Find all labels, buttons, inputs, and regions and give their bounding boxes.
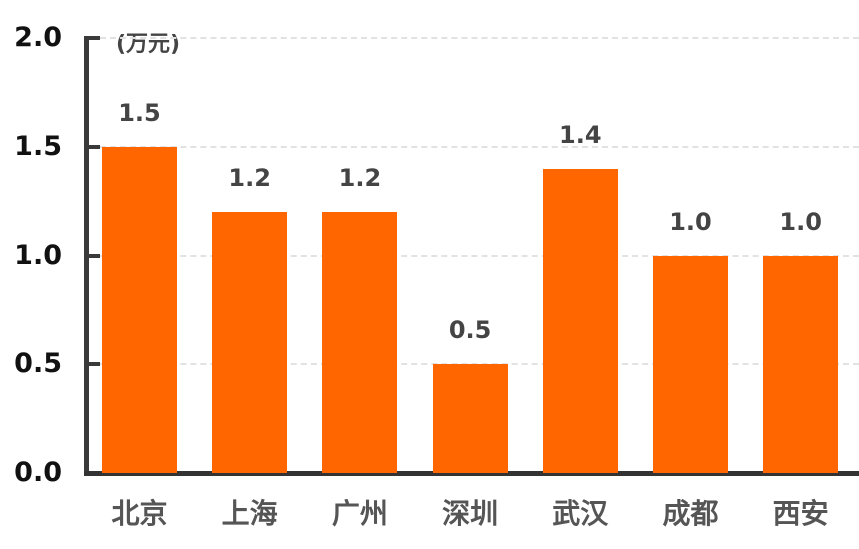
value-label: 1.0	[669, 207, 712, 236]
bar	[763, 255, 839, 473]
x-tick-label: 上海	[221, 497, 278, 530]
y-tick-label: 1.5	[14, 130, 62, 162]
x-tick-label: 广州	[331, 497, 388, 530]
gridline	[100, 145, 859, 148]
y-tick-mark	[84, 144, 100, 149]
x-tick-label: 武汉	[552, 497, 609, 530]
value-label: 0.5	[448, 316, 492, 345]
x-tick-label: 深圳	[442, 497, 499, 530]
gridline	[100, 254, 859, 257]
y-tick-mark	[84, 362, 100, 367]
value-label: 1.5	[118, 98, 161, 127]
value-label: 1.4	[559, 120, 602, 149]
bar	[102, 146, 177, 473]
bar	[322, 212, 398, 473]
bar	[653, 255, 728, 473]
bar	[212, 212, 288, 473]
gridline	[100, 37, 859, 39]
y-axis	[84, 36, 89, 476]
y-tick-mark	[84, 253, 100, 258]
value-label: 1.2	[338, 164, 382, 192]
x-tick-label: 成都	[662, 497, 719, 530]
value-label: 1.2	[228, 164, 271, 192]
y-tick-label: 1.0	[14, 239, 62, 271]
y-tick-mark	[84, 36, 100, 40]
x-tick-label: 北京	[111, 497, 168, 530]
unit-label: (万元)	[116, 32, 181, 57]
value-label: 1.0	[779, 207, 822, 236]
x-axis	[84, 471, 859, 476]
y-tick-label: 0.0	[14, 457, 62, 488]
y-tick-label: 2.0	[14, 22, 62, 53]
bar	[542, 168, 618, 473]
bar	[432, 364, 508, 473]
x-tick-label: 西安	[772, 497, 829, 530]
y-tick-label: 0.5	[14, 348, 62, 380]
